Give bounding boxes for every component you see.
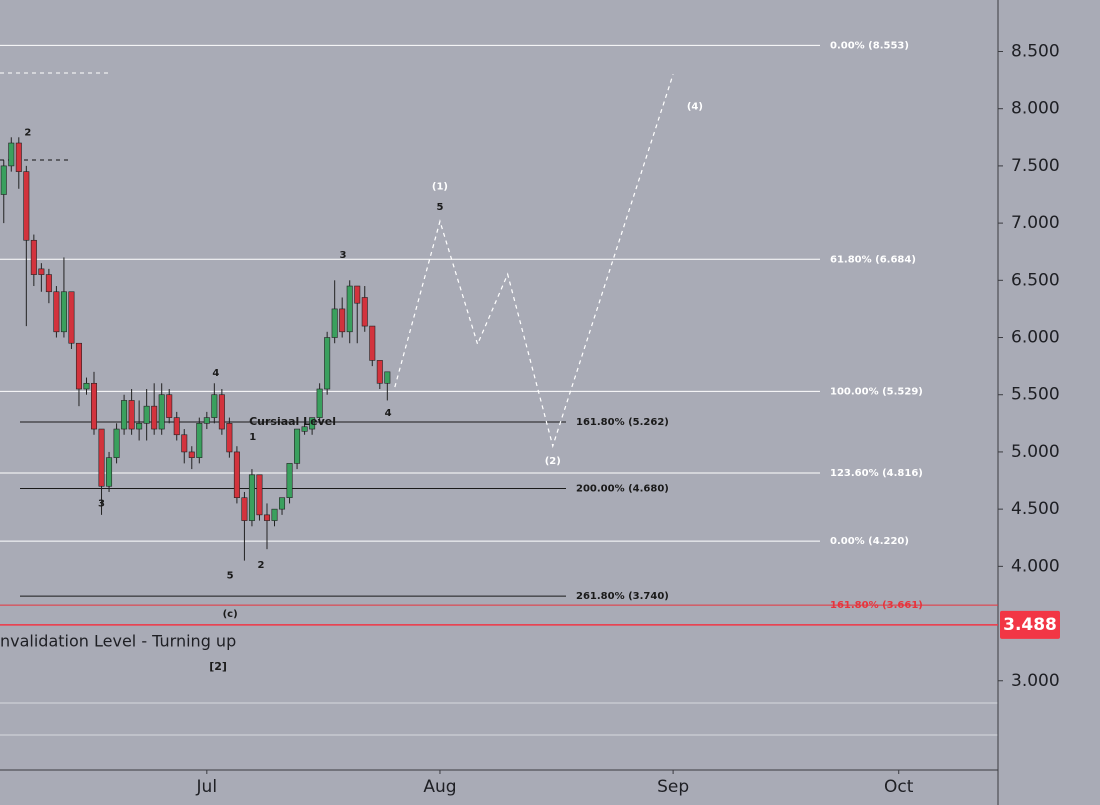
- candle-body: [106, 457, 113, 487]
- candle-body: [271, 508, 278, 521]
- candle-body: [30, 239, 37, 275]
- candle-body: [248, 474, 255, 521]
- wave-label: [2]: [209, 660, 227, 673]
- candle-body: [91, 382, 98, 430]
- candle-body: [75, 342, 82, 390]
- candle-body: [241, 497, 248, 521]
- candle-body: [309, 417, 316, 430]
- last-price-label: 3.488: [1003, 615, 1057, 635]
- wave-label: (2): [545, 456, 561, 467]
- fib-label: 161.80% (3.661): [830, 600, 923, 611]
- wave-projection: [394, 74, 674, 449]
- y-tick-label: 5.500: [1011, 385, 1060, 405]
- wave-label: (4): [687, 101, 703, 112]
- candle-body: [324, 337, 331, 390]
- y-tick-label: 4.500: [1011, 499, 1060, 519]
- candle-body: [354, 285, 361, 304]
- candle-body: [121, 400, 128, 430]
- candle-body: [166, 394, 173, 418]
- y-tick-label: 6.000: [1011, 328, 1060, 348]
- wave-label: 5: [436, 202, 443, 213]
- candle-body: [331, 308, 338, 338]
- wave-label: Cursiaal Level: [249, 415, 336, 428]
- candle-body: [53, 291, 60, 333]
- fib-label: 161.80% (5.262): [576, 417, 669, 428]
- wave-label: (c): [223, 609, 238, 620]
- x-tick-label: Oct: [884, 777, 914, 797]
- candle-body: [218, 394, 225, 430]
- wave-label: 1: [249, 432, 256, 443]
- fib-label: 0.00% (4.220): [830, 536, 909, 547]
- candle-body: [384, 371, 391, 384]
- candle-body: [181, 434, 188, 453]
- candle-body: [361, 297, 368, 327]
- y-tick-label: 3.000: [1011, 671, 1060, 691]
- wave-label: 3: [339, 250, 346, 261]
- candle-body: [211, 394, 218, 418]
- candle-body: [203, 417, 210, 424]
- candle-body: [263, 514, 270, 521]
- candle-body: [316, 388, 323, 418]
- candle-body: [233, 451, 240, 498]
- candle-body: [279, 497, 286, 510]
- last-price-box: [1000, 610, 1060, 639]
- wave-label: (1): [432, 181, 448, 192]
- fib-label: 261.80% (3.740): [576, 591, 669, 602]
- candle-body: [38, 268, 45, 275]
- candle-body: [23, 171, 30, 241]
- candle-body: [256, 474, 263, 516]
- candle-body: [98, 428, 105, 487]
- fib-label: 123.60% (4.816): [830, 468, 923, 479]
- fib-label: 100.00% (5.529): [830, 386, 923, 397]
- x-tick-label: Jul: [196, 777, 218, 797]
- candle-body: [196, 423, 203, 458]
- candle-body: [15, 142, 22, 172]
- wave-label: 5: [227, 570, 234, 581]
- candle-body: [143, 405, 150, 424]
- candle-body: [151, 405, 158, 430]
- candle-body: [0, 165, 7, 195]
- wave-label: 4: [212, 368, 219, 379]
- candle-body: [128, 400, 135, 430]
- candle-body: [158, 394, 165, 430]
- candle-body: [286, 463, 293, 498]
- y-tick-label: 8.500: [1011, 41, 1060, 61]
- candle-body: [369, 325, 376, 361]
- y-tick-label: 5.000: [1011, 442, 1060, 462]
- candle-body: [301, 426, 308, 432]
- fib-label: 61.80% (6.684): [830, 254, 916, 265]
- candle-body: [188, 451, 195, 458]
- candle-body: [339, 308, 346, 333]
- x-tick-label: Sep: [657, 777, 689, 797]
- wave-label: 4: [385, 408, 392, 419]
- fib-label: 200.00% (4.680): [576, 484, 669, 495]
- y-tick-label: 7.000: [1011, 213, 1060, 233]
- wave-label: 2: [257, 560, 264, 571]
- candle-body: [294, 428, 301, 464]
- candle-body: [113, 428, 120, 458]
- y-tick-label: 8.000: [1011, 99, 1060, 119]
- candle-body: [60, 291, 67, 333]
- candle-body: [136, 423, 143, 430]
- candle-body: [83, 382, 90, 390]
- candle-body: [376, 360, 383, 384]
- y-tick-label: 6.500: [1011, 270, 1060, 290]
- candle-body: [173, 417, 180, 436]
- wave-label: 3: [98, 498, 105, 509]
- candle-body: [226, 423, 233, 453]
- y-tick-label: 4.000: [1011, 556, 1060, 576]
- invalidation-note: nvalidation Level - Turning up: [0, 631, 236, 650]
- candle-body: [68, 291, 75, 344]
- x-tick-label: Aug: [423, 777, 456, 797]
- candle-body: [8, 142, 15, 167]
- fib-label: 0.00% (8.553): [830, 40, 909, 51]
- candle-body: [346, 285, 353, 333]
- wave-label: 2: [24, 128, 31, 139]
- y-tick-label: 7.500: [1011, 156, 1060, 176]
- candle-body: [45, 274, 52, 293]
